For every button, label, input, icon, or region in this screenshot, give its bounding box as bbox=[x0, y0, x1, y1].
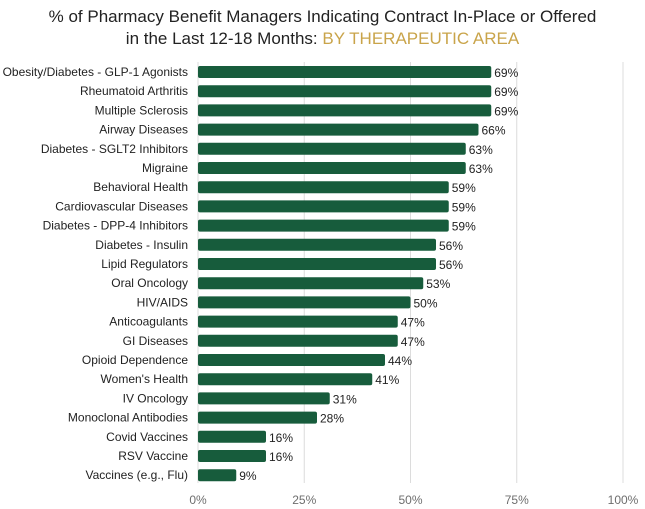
bar bbox=[198, 469, 237, 482]
bar bbox=[198, 219, 449, 232]
category-label: Monoclonal Antibodies bbox=[68, 411, 188, 425]
category-label: Diabetes - SGLT2 Inhibitors bbox=[41, 142, 188, 156]
category-label: Diabetes - DPP-4 Inhibitors bbox=[43, 219, 188, 233]
category-label: Rheumatoid Arthritis bbox=[80, 84, 188, 98]
value-label: 31% bbox=[333, 392, 357, 406]
bar bbox=[198, 430, 266, 443]
chart-title: % of Pharmacy Benefit Managers Indicatin… bbox=[0, 6, 645, 50]
bar bbox=[198, 104, 492, 117]
value-label: 59% bbox=[452, 181, 476, 195]
category-label: Women's Health bbox=[101, 372, 188, 386]
bar bbox=[198, 258, 436, 270]
category-label: Cardiovascular Diseases bbox=[55, 199, 188, 213]
value-label: 56% bbox=[439, 239, 463, 253]
value-label: 41% bbox=[375, 373, 399, 387]
category-label: Diabetes - Insulin bbox=[95, 238, 188, 252]
category-label: Multiple Sclerosis bbox=[95, 103, 188, 117]
chart-title-highlight: BY THERAPEUTIC AREA bbox=[322, 29, 520, 48]
bar bbox=[198, 411, 317, 424]
category-label: IV Oncology bbox=[123, 391, 188, 405]
chart-title-line2-text: in the Last 12-18 Months: bbox=[125, 29, 318, 48]
value-label: 47% bbox=[401, 316, 425, 330]
bar bbox=[198, 450, 266, 462]
value-label: 16% bbox=[269, 431, 293, 445]
value-label: 63% bbox=[469, 162, 493, 176]
category-label: GI Diseases bbox=[123, 334, 188, 348]
category-label: Covid Vaccines bbox=[106, 430, 188, 444]
bar bbox=[198, 123, 479, 136]
value-label: 63% bbox=[469, 143, 493, 157]
value-label: 28% bbox=[320, 412, 344, 426]
value-label: 56% bbox=[439, 258, 463, 272]
value-label: 53% bbox=[426, 277, 450, 291]
bar bbox=[198, 85, 492, 98]
value-label: 16% bbox=[269, 450, 293, 464]
bar bbox=[198, 66, 492, 78]
x-tick-label: 75% bbox=[505, 493, 529, 507]
category-label: HIV/AIDS bbox=[137, 295, 188, 309]
category-label: Lipid Regulators bbox=[101, 257, 188, 271]
bar bbox=[198, 142, 466, 155]
category-label: Opioid Dependence bbox=[82, 353, 188, 367]
x-tick-label: 100% bbox=[608, 493, 639, 507]
bar bbox=[198, 296, 411, 309]
category-label: Migraine bbox=[142, 161, 188, 175]
bar bbox=[198, 200, 449, 213]
value-label: 47% bbox=[401, 335, 425, 349]
category-label: Airway Diseases bbox=[99, 123, 188, 137]
category-label: Oral Oncology bbox=[111, 276, 188, 290]
bar bbox=[198, 238, 436, 251]
value-label: 69% bbox=[494, 85, 518, 99]
chart-title-line2: in the Last 12-18 Months: BY THERAPEUTIC… bbox=[0, 28, 645, 50]
x-tick-label: 25% bbox=[292, 493, 316, 507]
value-label: 59% bbox=[452, 220, 476, 234]
bar bbox=[198, 162, 466, 174]
value-label: 69% bbox=[494, 104, 518, 118]
bar bbox=[198, 181, 449, 194]
value-label: 66% bbox=[482, 124, 506, 138]
value-label: 44% bbox=[388, 354, 412, 368]
category-label: RSV Vaccine bbox=[118, 449, 188, 463]
x-tick-label: 0% bbox=[189, 493, 207, 507]
bar bbox=[198, 277, 424, 290]
value-label: 69% bbox=[494, 66, 518, 80]
category-label: Obesity/Diabetes - GLP-1 Agonists bbox=[3, 65, 188, 79]
category-label: Anticoagulants bbox=[109, 315, 188, 329]
category-label: Behavioral Health bbox=[93, 180, 188, 194]
value-label: 50% bbox=[414, 296, 438, 310]
bar bbox=[198, 373, 373, 386]
category-label: Vaccines (e.g., Flu) bbox=[86, 468, 188, 482]
bar bbox=[198, 334, 398, 347]
bar bbox=[198, 315, 398, 328]
bar bbox=[198, 392, 330, 405]
x-tick-label: 50% bbox=[398, 493, 422, 507]
bar bbox=[198, 354, 385, 366]
value-label: 59% bbox=[452, 200, 476, 214]
value-label: 9% bbox=[239, 469, 257, 483]
chart-title-line1: % of Pharmacy Benefit Managers Indicatin… bbox=[48, 7, 597, 26]
